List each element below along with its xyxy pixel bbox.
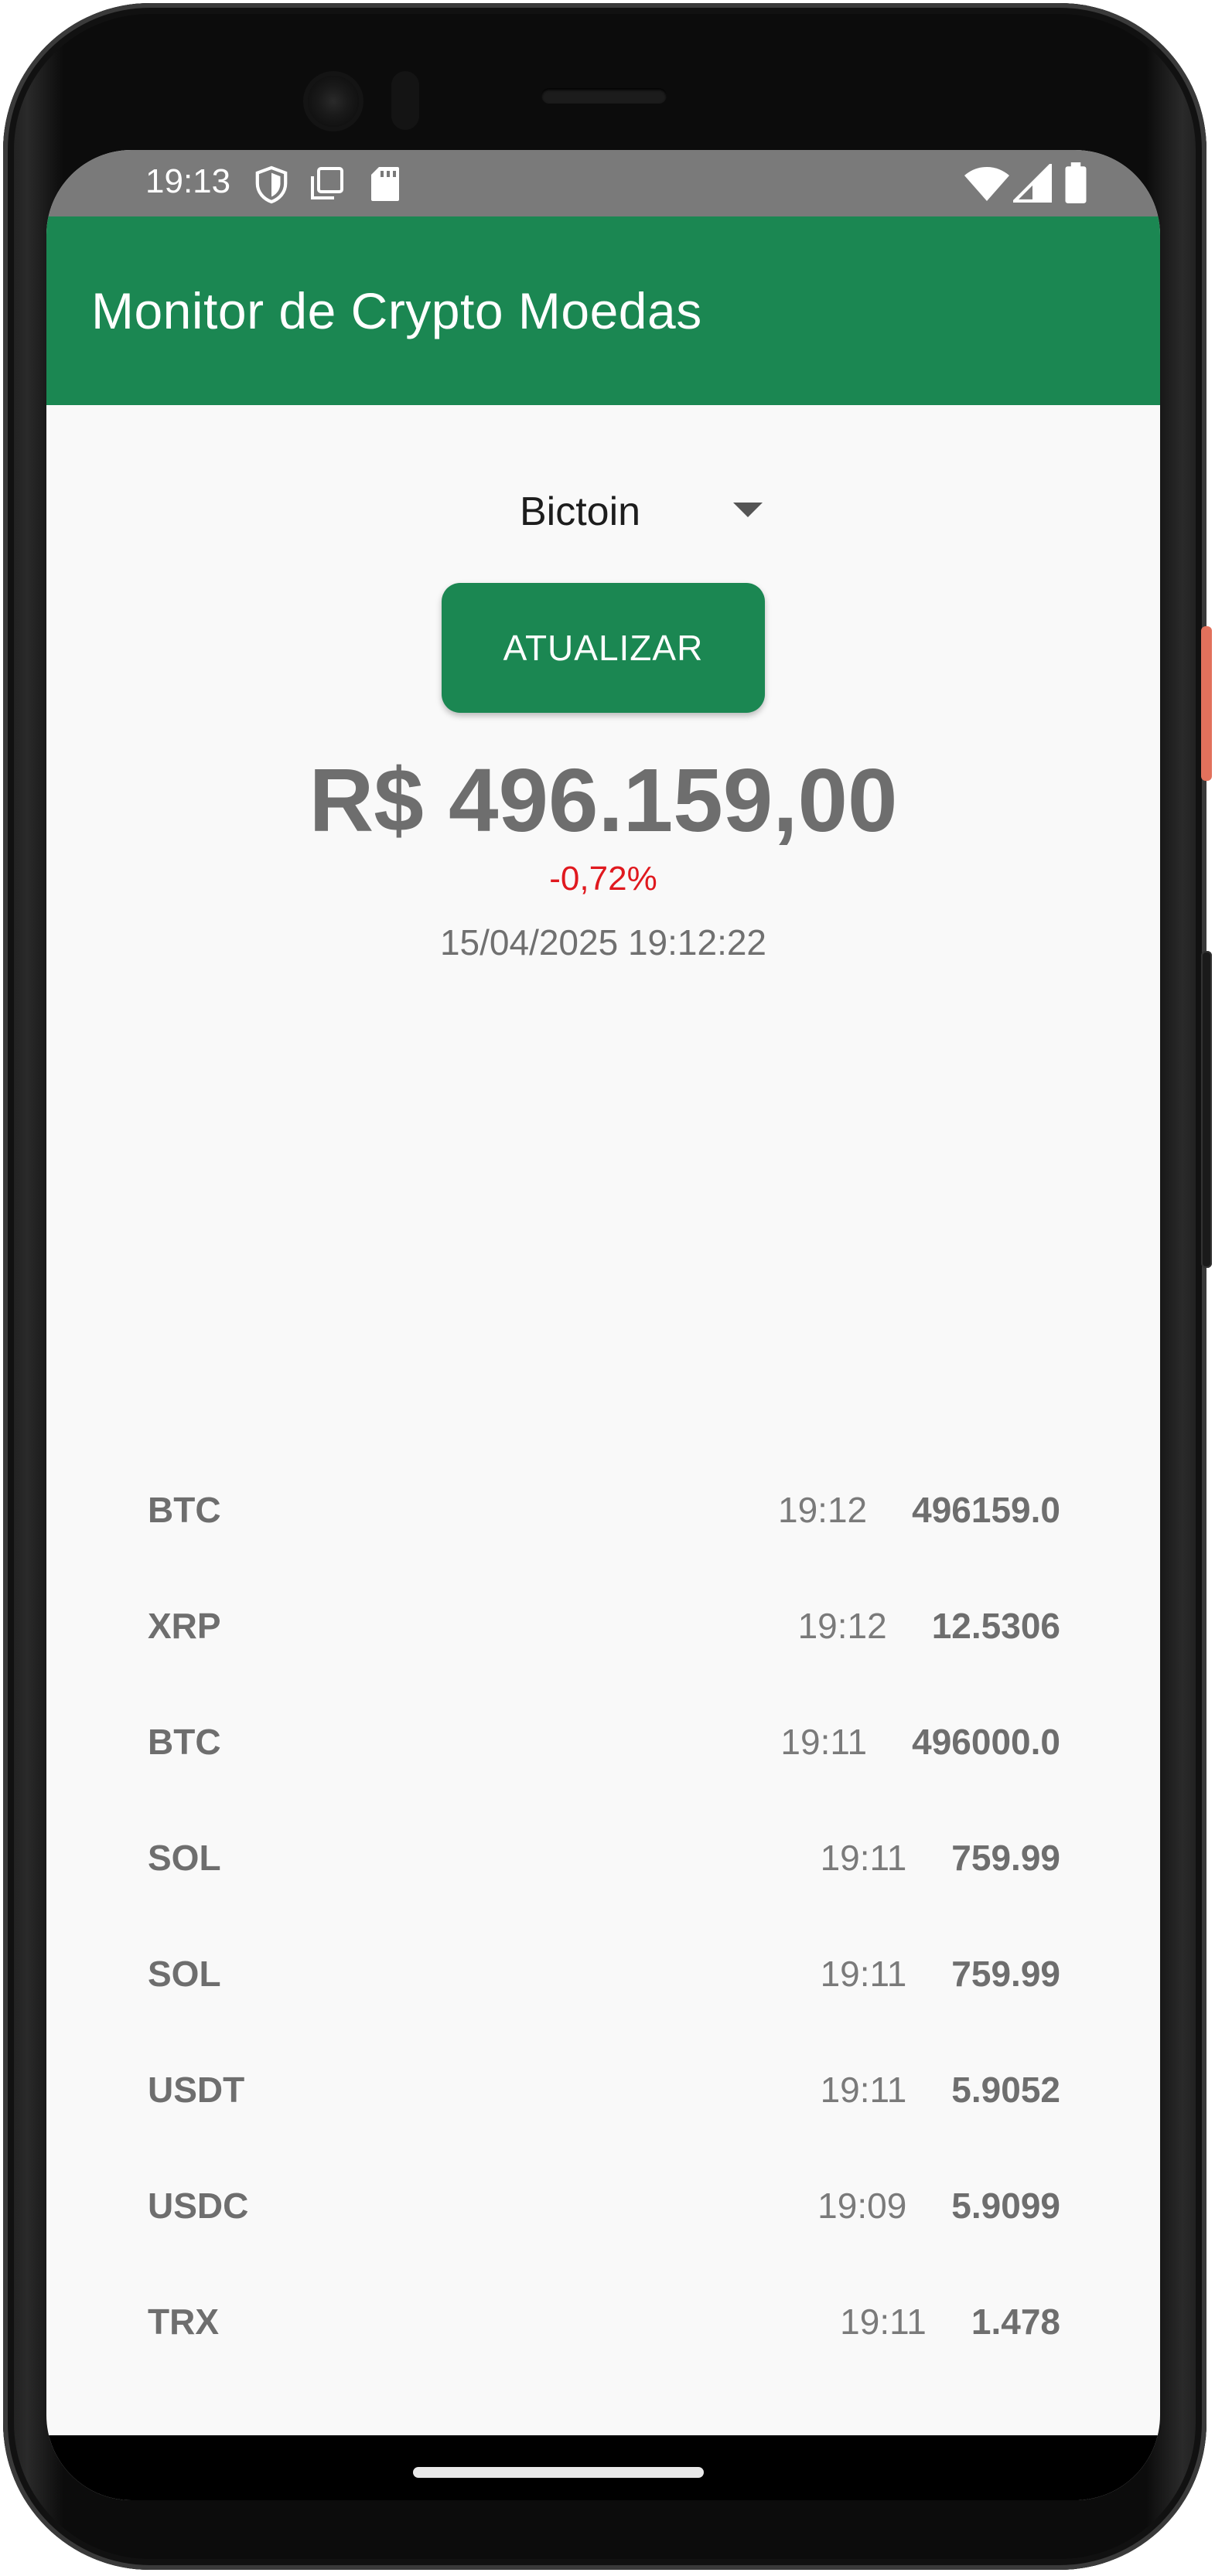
row-time: 19:12 bbox=[778, 1490, 868, 1530]
row-symbol: TRX bbox=[148, 2302, 219, 2342]
shield-icon bbox=[255, 165, 288, 204]
row-symbol: SOL bbox=[148, 1838, 221, 1878]
row-value: 1.478 bbox=[971, 2302, 1060, 2342]
status-bar: 19:13 bbox=[46, 150, 1160, 216]
crypto-selector-value: Bictoin bbox=[520, 489, 641, 534]
battery-icon bbox=[1065, 162, 1087, 203]
cellular-signal-icon bbox=[1013, 164, 1052, 203]
history-row[interactable]: XRP 19:12 12.5306 bbox=[148, 1565, 1060, 1681]
row-symbol: USDT bbox=[148, 2070, 245, 2110]
wifi-icon bbox=[964, 167, 1009, 201]
status-time: 19:13 bbox=[145, 162, 231, 200]
row-value: 5.9099 bbox=[951, 2186, 1060, 2226]
row-time: 19:11 bbox=[820, 1954, 907, 1994]
row-value: 759.99 bbox=[951, 1838, 1060, 1878]
front-camera bbox=[308, 76, 359, 127]
row-time: 19:09 bbox=[817, 2186, 907, 2226]
history-row[interactable]: BTC 19:12 496159.0 bbox=[148, 1449, 1060, 1565]
home-gesture-handle[interactable] bbox=[413, 2467, 704, 2478]
history-row[interactable]: SOL 19:11 759.99 bbox=[148, 1797, 1060, 1913]
row-value: 5.9052 bbox=[951, 2070, 1060, 2110]
row-symbol: XRP bbox=[148, 1606, 221, 1646]
app-title: Monitor de Crypto Moedas bbox=[91, 282, 702, 339]
row-time: 19:11 bbox=[840, 2302, 927, 2342]
crypto-selector-dropdown[interactable]: Bictoin bbox=[464, 475, 789, 544]
row-time: 19:11 bbox=[820, 1838, 907, 1878]
row-value: 759.99 bbox=[951, 1954, 1060, 1994]
sd-card-icon bbox=[371, 167, 399, 201]
volume-button[interactable] bbox=[1201, 951, 1212, 1268]
row-symbol: BTC bbox=[148, 1490, 221, 1530]
history-row[interactable]: TRX 19:11 1.478 bbox=[148, 2261, 1060, 2377]
price-change: -0,72% bbox=[549, 860, 657, 898]
row-value: 496000.0 bbox=[912, 1722, 1060, 1762]
row-time: 19:11 bbox=[780, 1722, 868, 1762]
row-symbol: USDC bbox=[148, 2186, 249, 2226]
dropdown-arrow-icon bbox=[733, 503, 763, 517]
row-value: 496159.0 bbox=[912, 1490, 1060, 1530]
row-symbol: SOL bbox=[148, 1954, 221, 1994]
history-row[interactable]: BTC 19:11 496000.0 bbox=[148, 1681, 1060, 1797]
earpiece-speaker bbox=[541, 88, 667, 104]
row-time: 19:12 bbox=[797, 1606, 887, 1646]
proximity-sensor bbox=[391, 71, 419, 130]
screenshot-icon bbox=[311, 167, 343, 199]
row-time: 19:11 bbox=[820, 2070, 907, 2110]
history-row[interactable]: USDT 19:11 5.9052 bbox=[148, 2029, 1060, 2145]
app-bar: Monitor de Crypto Moedas bbox=[46, 216, 1160, 405]
power-button[interactable] bbox=[1201, 626, 1212, 781]
price-value: R$ 496.159,00 bbox=[309, 750, 898, 850]
row-value: 12.5306 bbox=[931, 1606, 1060, 1646]
screen: 19:13 Monitor de Crypto Moedas bbox=[46, 150, 1160, 2500]
history-row[interactable]: SOL 19:11 759.99 bbox=[148, 1913, 1060, 2029]
quote-timestamp: 15/04/2025 19:12:22 bbox=[439, 922, 767, 963]
row-symbol: BTC bbox=[148, 1722, 221, 1762]
quote-history-list: BTC 19:12 496159.0 XRP 19:12 12.5306 BTC… bbox=[148, 1449, 1060, 2377]
update-button[interactable]: ATUALIZAR bbox=[442, 583, 765, 713]
history-row[interactable]: USDC 19:09 5.9099 bbox=[148, 2145, 1060, 2261]
